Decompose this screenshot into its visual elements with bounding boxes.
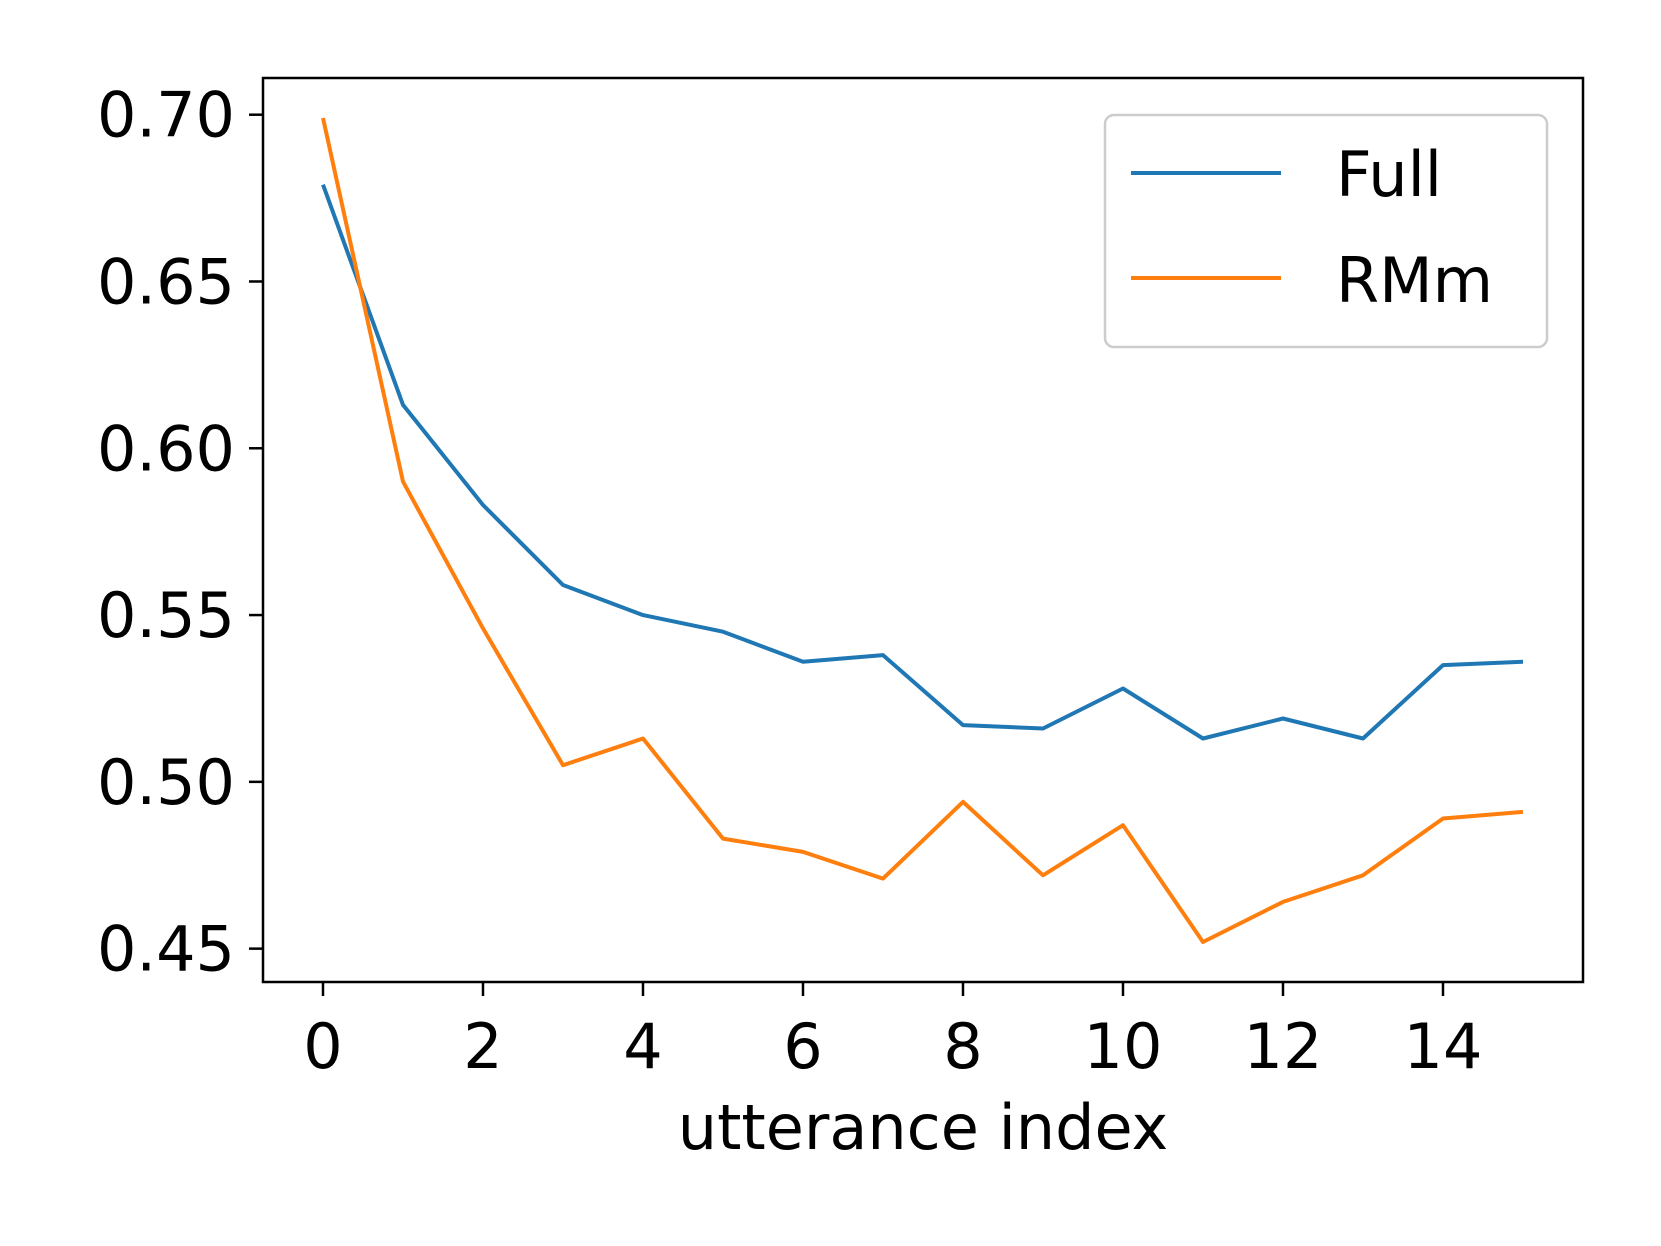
y-tick-label: 0.65 — [97, 245, 235, 318]
x-tick-label: 12 — [1244, 1010, 1323, 1083]
legend-label-rmm: RMm — [1336, 244, 1493, 317]
series-layer — [321, 117, 1524, 944]
x-tick-label: 6 — [783, 1010, 822, 1083]
x-tick-label: 2 — [463, 1010, 502, 1083]
series-line-full — [321, 184, 1524, 741]
series-line-rmm — [321, 117, 1524, 944]
y-tick-label: 0.60 — [97, 412, 235, 485]
x-tick-label: 10 — [1084, 1010, 1163, 1083]
y-tick-label: 0.55 — [97, 579, 235, 652]
y-tick-label: 0.50 — [97, 746, 235, 819]
y-axis: 0.45 0.50 0.55 0.60 0.65 0.70 — [97, 79, 263, 986]
x-axis-label: utterance index — [678, 1091, 1168, 1164]
x-tick-label: 4 — [623, 1010, 662, 1083]
legend: Full RMm — [1103, 113, 1549, 349]
x-tick-label: 8 — [943, 1010, 982, 1083]
y-tick-label: 0.45 — [97, 913, 235, 986]
x-tick-label: 14 — [1404, 1010, 1483, 1083]
x-axis: 0 2 4 6 8 10 12 14 — [303, 982, 1482, 1083]
x-tick-label: 0 — [303, 1010, 342, 1083]
plot-frame — [261, 76, 1585, 984]
legend-label-full: Full — [1336, 138, 1442, 211]
y-tick-label: 0.70 — [97, 79, 235, 152]
